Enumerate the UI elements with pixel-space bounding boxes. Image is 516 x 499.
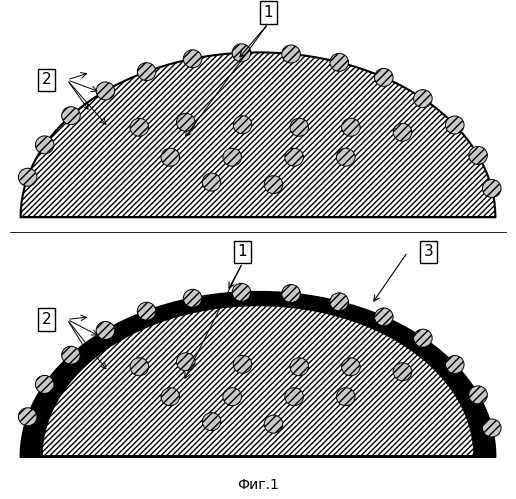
Circle shape xyxy=(19,168,37,186)
Circle shape xyxy=(330,293,348,311)
Circle shape xyxy=(336,148,355,166)
Text: 2: 2 xyxy=(42,72,51,87)
Circle shape xyxy=(161,148,180,166)
Circle shape xyxy=(375,68,393,86)
Circle shape xyxy=(36,136,54,154)
Circle shape xyxy=(223,388,241,406)
Circle shape xyxy=(445,116,464,134)
Circle shape xyxy=(336,388,355,406)
Circle shape xyxy=(264,415,283,433)
Circle shape xyxy=(342,358,360,376)
Circle shape xyxy=(264,176,283,194)
Circle shape xyxy=(342,118,360,136)
Polygon shape xyxy=(21,292,495,457)
Circle shape xyxy=(469,146,488,164)
Circle shape xyxy=(233,355,252,373)
Circle shape xyxy=(176,353,195,371)
Circle shape xyxy=(96,321,115,339)
Polygon shape xyxy=(21,292,495,457)
Circle shape xyxy=(36,375,54,393)
Circle shape xyxy=(202,173,221,191)
Circle shape xyxy=(183,50,202,68)
Circle shape xyxy=(137,63,156,81)
Circle shape xyxy=(62,107,80,125)
Text: 3: 3 xyxy=(424,245,433,259)
Circle shape xyxy=(130,358,149,376)
Circle shape xyxy=(414,329,432,347)
Circle shape xyxy=(414,90,432,108)
Polygon shape xyxy=(21,52,495,217)
Circle shape xyxy=(232,283,251,301)
Circle shape xyxy=(285,148,303,166)
Circle shape xyxy=(445,355,464,373)
Circle shape xyxy=(290,358,309,376)
Circle shape xyxy=(19,408,37,426)
Circle shape xyxy=(482,180,501,198)
Circle shape xyxy=(202,413,221,431)
Circle shape xyxy=(183,289,202,307)
Circle shape xyxy=(469,386,488,404)
Circle shape xyxy=(393,123,412,141)
Circle shape xyxy=(96,82,115,100)
Circle shape xyxy=(62,346,80,364)
Circle shape xyxy=(482,419,501,437)
Text: 1: 1 xyxy=(238,245,247,259)
Circle shape xyxy=(223,148,241,166)
Circle shape xyxy=(176,113,195,131)
Circle shape xyxy=(330,53,348,71)
Circle shape xyxy=(232,44,251,62)
Text: Фиг.1: Фиг.1 xyxy=(237,478,279,492)
Circle shape xyxy=(282,284,300,302)
Text: 1: 1 xyxy=(264,5,273,20)
Circle shape xyxy=(161,388,180,406)
Circle shape xyxy=(233,116,252,134)
Circle shape xyxy=(282,45,300,63)
Circle shape xyxy=(375,308,393,326)
Text: 2: 2 xyxy=(42,312,51,327)
Circle shape xyxy=(137,302,156,320)
Circle shape xyxy=(290,118,309,136)
Circle shape xyxy=(130,118,149,136)
Circle shape xyxy=(285,388,303,406)
Circle shape xyxy=(393,363,412,381)
